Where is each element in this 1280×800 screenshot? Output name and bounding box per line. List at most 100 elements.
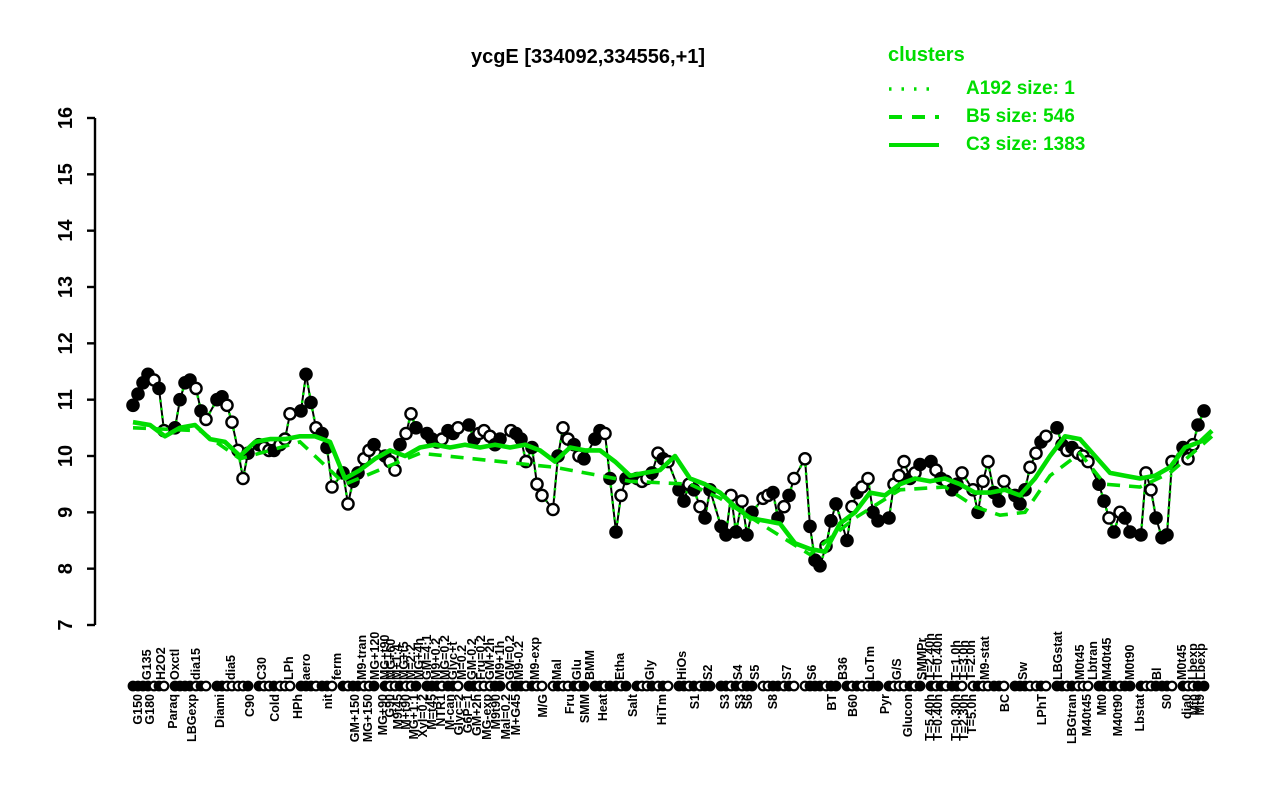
data-point-open xyxy=(556,420,570,435)
condition-label-bottom: G180 xyxy=(143,694,157,725)
data-point-filled xyxy=(1013,497,1027,511)
condition-label-top: M+1:4 xyxy=(390,644,404,680)
condition-label-bottom: HPh xyxy=(291,694,305,719)
condition-marker xyxy=(704,680,716,692)
chart-title: ycgE [334092,334556,+1] xyxy=(470,46,706,68)
condition-label-bottom: SMM xyxy=(578,694,592,723)
data-point-open xyxy=(897,454,911,469)
condition-label-bottom: T=5.0h xyxy=(965,694,979,734)
condition-label-bottom: S3 xyxy=(733,694,747,709)
condition-label-bottom: nit xyxy=(321,693,335,709)
data-point-open xyxy=(976,474,990,489)
data-point-filled xyxy=(1134,528,1148,542)
condition-label-top: Bl xyxy=(1150,668,1164,681)
data-point-filled xyxy=(299,367,313,382)
solid-line-sample-icon xyxy=(889,143,939,147)
data-point-filled xyxy=(462,418,476,432)
condition-label-bottom: C90 xyxy=(243,694,257,717)
condition-label-bottom: Mal=0.2 xyxy=(499,694,513,740)
data-point-filled xyxy=(813,559,827,573)
condition-marker xyxy=(914,680,926,692)
legend: clusters A192 size: 1 B5 size: 546 C3 si… xyxy=(888,44,1085,159)
condition-marker xyxy=(1040,680,1052,692)
condition-label-bottom: M9t90 xyxy=(489,694,503,729)
dashed-line-sample-icon xyxy=(889,115,939,119)
condition-label-bottom: S1 xyxy=(688,694,702,709)
legend-label-c3: C3 size: 1383 xyxy=(966,134,1086,155)
condition-label-top: T=1.0h xyxy=(949,640,963,680)
condition-marker xyxy=(998,680,1010,692)
condition-label-top: M9+0.2 xyxy=(429,638,443,680)
condition-label-top: GM=0.2 xyxy=(503,635,517,680)
y-tick-label: 13 xyxy=(55,276,77,298)
condition-label-top: T=3.0h xyxy=(957,640,971,680)
data-point-filled xyxy=(173,392,187,407)
condition-label-top: M9-stat xyxy=(978,635,992,680)
data-point-filled xyxy=(1160,528,1174,542)
data-point-filled xyxy=(871,514,885,528)
condition-label-bottom: BT xyxy=(825,694,839,711)
condition-label-bottom: dia0 xyxy=(1180,694,1194,719)
data-point-filled xyxy=(1123,525,1137,539)
condition-label-top: M9-tran xyxy=(355,635,369,680)
condition-marker xyxy=(410,680,422,692)
condition-marker xyxy=(830,680,842,692)
condition-marker xyxy=(368,680,380,692)
data-point-open xyxy=(225,415,239,430)
data-point-open xyxy=(404,406,418,421)
y-tick-label: 9 xyxy=(55,507,77,518)
condition-marker xyxy=(494,680,506,692)
condition-marker xyxy=(284,680,296,692)
condition-marker xyxy=(452,680,464,692)
condition-label-top: LoTm xyxy=(863,646,877,680)
condition-marker xyxy=(536,680,548,692)
condition-label-top: MG+120 xyxy=(368,632,382,680)
condition-label-bottom: M40t90 xyxy=(1111,694,1125,736)
condition-label-top: M0t45 xyxy=(1175,645,1189,680)
condition-label-bottom: Xyl=0.2 xyxy=(416,694,430,737)
condition-label-top: Mal xyxy=(550,659,564,680)
data-point-open xyxy=(955,466,969,480)
legend-entry-b5: B5 size: 546 xyxy=(888,103,1085,131)
condition-marker xyxy=(578,680,590,692)
data-point-filled xyxy=(1118,511,1132,525)
condition-marker xyxy=(326,680,338,692)
data-point-open xyxy=(1023,460,1037,475)
condition-label-top: G135 xyxy=(140,649,154,680)
condition-label-bottom: M+t90 xyxy=(399,694,413,730)
condition-label-bottom: Mt0 xyxy=(1188,694,1202,716)
data-point-open xyxy=(777,499,791,514)
condition-label-bottom: T=5.40h xyxy=(923,694,937,741)
data-point-open xyxy=(546,502,560,517)
condition-label-top: GM+2h xyxy=(483,638,497,680)
condition-label-top: MG=0.2 xyxy=(438,635,452,680)
condition-label-top: C30 xyxy=(255,657,269,680)
condition-label-bottom: M+G45 xyxy=(509,694,523,735)
condition-label-top: M=2:2 xyxy=(404,644,418,680)
data-point-open xyxy=(598,426,612,441)
condition-label-bottom: G150 xyxy=(131,694,145,725)
condition-marker xyxy=(956,680,968,692)
condition-label-top: BMM xyxy=(583,650,597,680)
condition-label-top: T=0.40h xyxy=(931,633,945,680)
condition-label-bottom: Diami xyxy=(213,694,227,728)
data-point-open xyxy=(892,468,906,483)
data-point-open xyxy=(997,474,1011,489)
condition-label-bottom: M9t45 xyxy=(391,694,405,729)
condition-label-bottom: M=t45 xyxy=(425,694,439,730)
condition-label-bottom: Cold xyxy=(268,694,282,722)
legend-entry-c3: C3 size: 1383 xyxy=(888,131,1085,159)
condition-label-bottom: HiTm xyxy=(655,694,669,725)
condition-label-top: HiOs xyxy=(675,651,689,680)
condition-label-bottom: M40t45 xyxy=(1080,694,1094,736)
data-point-filled xyxy=(740,528,754,542)
data-point-open xyxy=(189,381,203,396)
y-tick-label: 12 xyxy=(55,332,77,354)
condition-label-bottom: Pyr xyxy=(878,694,892,714)
data-point-filled xyxy=(698,511,712,525)
y-tick-label: 15 xyxy=(55,163,77,185)
condition-label-top: S4 xyxy=(731,665,745,680)
condition-label-bottom: S0 xyxy=(1160,694,1174,709)
condition-label-top: Glyc+t xyxy=(446,641,460,680)
